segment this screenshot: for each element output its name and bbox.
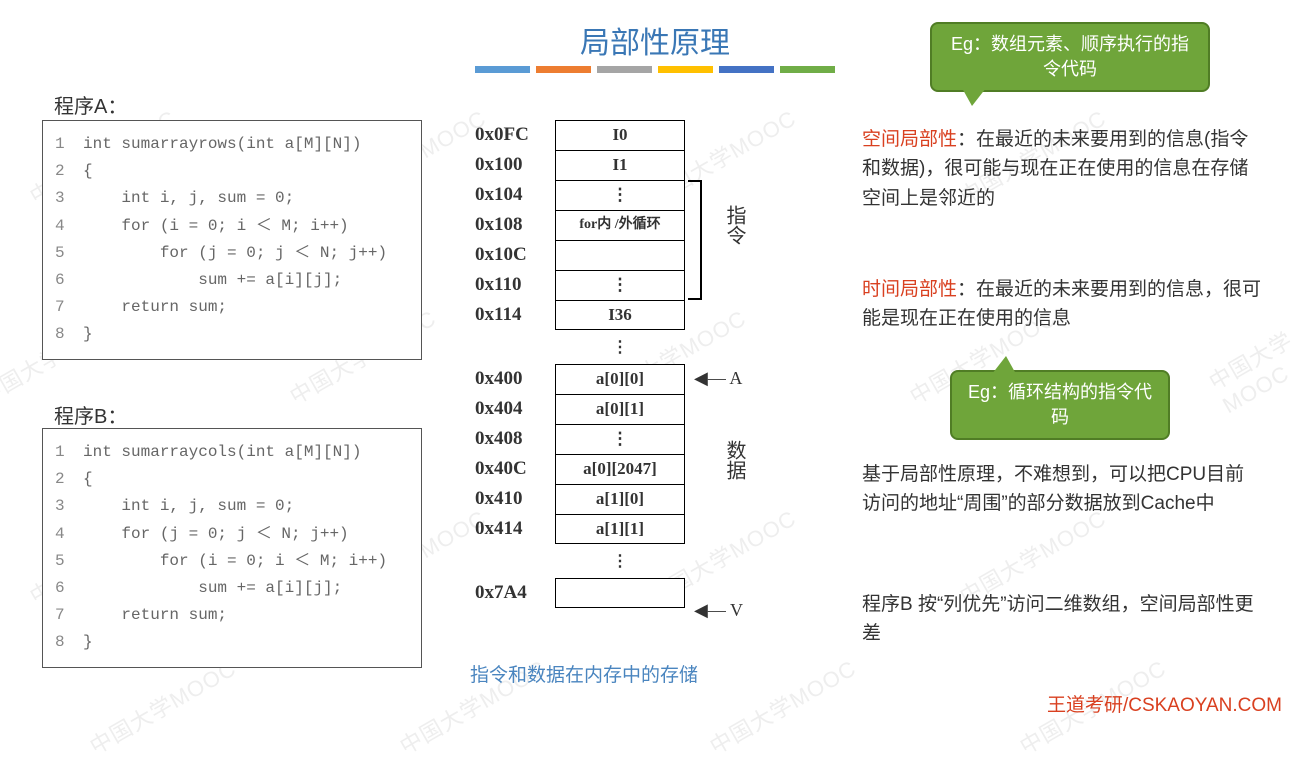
- mem-cell: [555, 578, 685, 608]
- mem-row: 0x414a[1][1]: [475, 514, 685, 544]
- code-line: 4 for (j = 0; j ＜ N; j++): [55, 521, 409, 548]
- mem-row: 0x10C: [475, 240, 685, 270]
- callout2-text: Eg：循环结构的指令代码: [968, 382, 1152, 427]
- code-line: 3 int i, j, sum = 0;: [55, 493, 409, 520]
- footer-brand: 王道考研/CSKAOYAN.COM: [1047, 690, 1282, 717]
- color-seg: [780, 66, 835, 73]
- callout1-tail: [962, 88, 986, 106]
- mem-cell: I36: [555, 300, 685, 330]
- code-line: 2{: [55, 158, 409, 185]
- mem-cell: ⋮: [555, 180, 685, 210]
- color-seg: [658, 66, 713, 73]
- para1-head: 空间局部性: [862, 129, 957, 150]
- callout-temporal-eg: Eg：循环结构的指令代码: [950, 370, 1170, 440]
- ptr-a-label: A: [729, 368, 742, 388]
- mem-gap: ⋮: [475, 330, 685, 364]
- color-seg: [475, 66, 530, 73]
- code-line: 8}: [55, 629, 409, 656]
- mem-cell: a[1][0]: [555, 484, 685, 514]
- arrow-v: ◀— V: [694, 600, 743, 621]
- code-line: 1int sumarrayrows(int a[M][N]): [55, 131, 409, 158]
- code-line: 1int sumarraycols(int a[M][N]): [55, 439, 409, 466]
- mem-cell: ⋮: [555, 270, 685, 300]
- code-line: 6 sum += a[i][j];: [55, 267, 409, 294]
- mem-row: 0x40Ca[0][2047]: [475, 454, 685, 484]
- mem-addr: 0x408: [475, 428, 555, 450]
- mem-cell: [555, 240, 685, 270]
- mem-addr: 0x414: [475, 518, 555, 540]
- color-seg: [536, 66, 591, 73]
- para2-head: 时间局部性: [862, 279, 957, 300]
- prog-b-label: 程序B：: [54, 400, 127, 429]
- mem-cell: I1: [555, 150, 685, 180]
- mem-cell: I0: [555, 120, 685, 150]
- watermark: 中国大学MOOC: [1202, 319, 1310, 419]
- mem-row: 0x404a[0][1]: [475, 394, 685, 424]
- mem-addr: 0x10C: [475, 244, 555, 266]
- prog-a-label: 程序A：: [54, 90, 127, 119]
- callout-spatial-eg: Eg：数组元素、顺序执行的指令代码: [930, 22, 1210, 92]
- mem-addr: 0x400: [475, 368, 555, 390]
- loop-bracket: [688, 180, 702, 300]
- color-seg: [597, 66, 652, 73]
- mem-cell: a[0][2047]: [555, 454, 685, 484]
- para-progb: 程序B 按“列优先”访问二维数组，空间局部性更差: [862, 590, 1262, 649]
- mem-row: 0x104⋮: [475, 180, 685, 210]
- code-line: 7 return sum;: [55, 602, 409, 629]
- watermark: 中国大学MOOC: [703, 651, 861, 761]
- code-line: 5 for (i = 0; i ＜ M; i++): [55, 548, 409, 575]
- mem-row: 0x110⋮: [475, 270, 685, 300]
- mem-cell: a[0][1]: [555, 394, 685, 424]
- code-box-a: 1int sumarrayrows(int a[M][N])2{3 int i,…: [42, 120, 422, 360]
- code-line: 7 return sum;: [55, 294, 409, 321]
- arrow-a: ◀— A: [694, 368, 742, 389]
- mem-addr: 0x108: [475, 214, 555, 236]
- para-spatial: 空间局部性：在最近的未来要用到的信息(指令和数据)，很可能与现在正在使用的信息在…: [862, 125, 1262, 213]
- color-seg: [719, 66, 774, 73]
- color-bar: [475, 66, 835, 73]
- ptr-v-label: V: [730, 600, 743, 620]
- watermark: 中国大学MOOC: [83, 651, 241, 761]
- mem-addr: 0x7A4: [475, 582, 555, 604]
- code-line: 5 for (j = 0; j ＜ N; j++): [55, 240, 409, 267]
- mem-row: 0x400a[0][0]: [475, 364, 685, 394]
- mem-gap: ⋮: [475, 544, 685, 578]
- code-line: 8}: [55, 321, 409, 348]
- code-line: 2{: [55, 466, 409, 493]
- mem-row: 0x408⋮: [475, 424, 685, 454]
- mem-row: 0x108for内 /外循环: [475, 210, 685, 240]
- mem-row: 0x100I1: [475, 150, 685, 180]
- mem-addr: 0x0FC: [475, 124, 555, 146]
- memory-caption: 指令和数据在内存中的存储: [470, 660, 698, 687]
- callout2-tail: [992, 356, 1016, 374]
- code-line: 3 int i, j, sum = 0;: [55, 185, 409, 212]
- data-label: 数据: [720, 440, 749, 480]
- mem-addr: 0x104: [475, 184, 555, 206]
- mem-addr: 0x114: [475, 304, 555, 326]
- mem-row: 0x7A4: [475, 578, 685, 608]
- mem-addr: 0x410: [475, 488, 555, 510]
- mem-cell: a[1][1]: [555, 514, 685, 544]
- instr-label: 指令: [720, 205, 749, 245]
- mem-row: 0x410a[1][0]: [475, 484, 685, 514]
- callout1-text: Eg：数组元素、顺序执行的指令代码: [951, 34, 1189, 79]
- mem-row: 0x114I36: [475, 300, 685, 330]
- mem-addr: 0x100: [475, 154, 555, 176]
- mem-addr: 0x110: [475, 274, 555, 296]
- page-title: 局部性原理: [580, 18, 730, 62]
- mem-cell: ⋮: [555, 424, 685, 454]
- memory-table: 0x0FCI00x100I10x104⋮0x108for内 /外循环0x10C0…: [475, 120, 685, 608]
- para-cache: 基于局部性原理，不难想到，可以把CPU目前访问的地址“周围”的部分数据放到Cac…: [862, 460, 1262, 519]
- mem-row: 0x0FCI0: [475, 120, 685, 150]
- mem-addr: 0x40C: [475, 458, 555, 480]
- mem-cell: a[0][0]: [555, 364, 685, 394]
- code-line: 4 for (i = 0; i ＜ M; i++): [55, 213, 409, 240]
- code-box-b: 1int sumarraycols(int a[M][N])2{3 int i,…: [42, 428, 422, 668]
- code-line: 6 sum += a[i][j];: [55, 575, 409, 602]
- mem-cell: for内 /外循环: [555, 210, 685, 240]
- para-temporal: 时间局部性：在最近的未来要用到的信息，很可能是现在正在使用的信息: [862, 275, 1262, 334]
- mem-addr: 0x404: [475, 398, 555, 420]
